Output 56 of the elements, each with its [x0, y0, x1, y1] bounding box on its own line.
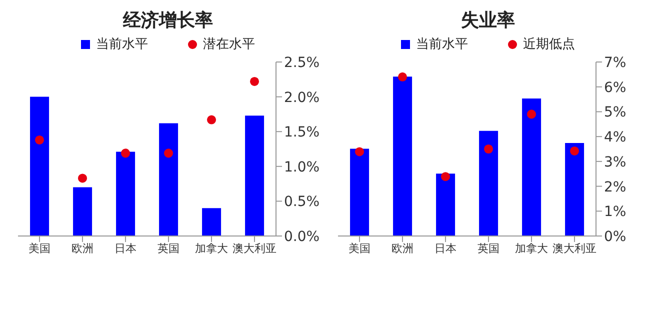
y-tick-label: 1.0%	[284, 159, 320, 176]
x-tick-label: 英国	[478, 242, 500, 255]
bar	[522, 98, 542, 236]
legend-label: 当前水平	[95, 36, 148, 53]
point	[164, 148, 174, 158]
x-tick-label: 欧洲	[392, 242, 414, 255]
y-tick-label: 0.5%	[284, 194, 320, 210]
point	[440, 172, 450, 182]
y-tick-label: 0%	[604, 228, 626, 245]
legend-label: 当前水平	[415, 36, 468, 53]
legend-label: 近期低点	[522, 36, 575, 53]
bar	[350, 148, 370, 236]
x-tick-label: 加拿大	[515, 242, 548, 255]
x-tick-label: 日本	[434, 242, 456, 255]
bar	[202, 208, 222, 236]
bar	[116, 152, 136, 236]
y-tick-label: 1.5%	[284, 124, 320, 141]
y-tick-label: 6%	[604, 80, 626, 96]
bar	[565, 143, 584, 236]
point	[206, 115, 216, 124]
point	[354, 147, 364, 156]
x-tick-label: 加拿大	[195, 242, 228, 255]
x-tick-label: 美国	[348, 242, 370, 255]
point	[526, 110, 536, 119]
bar	[245, 116, 264, 236]
y-tick-label: 0.0%	[284, 228, 320, 245]
x-tick-label: 澳大利亚	[232, 242, 276, 255]
point	[570, 146, 580, 156]
bar	[73, 187, 92, 236]
y-tick-label: 4%	[604, 130, 626, 146]
y-tick-label: 1%	[604, 204, 626, 220]
chart-title: 失业率	[460, 9, 516, 33]
x-tick-label: 欧洲	[72, 242, 94, 255]
y-tick-label: 5%	[604, 104, 626, 121]
x-tick-label: 澳大利亚	[552, 242, 596, 255]
bar	[159, 123, 178, 236]
point	[250, 76, 260, 86]
bar	[436, 174, 456, 236]
bar	[393, 76, 412, 236]
point	[34, 135, 44, 144]
point	[484, 144, 494, 154]
y-tick-label: 7%	[604, 54, 626, 71]
bar	[479, 130, 498, 236]
chart-title: 经济增长率	[122, 9, 214, 33]
legend-label: 潜在水平	[202, 36, 255, 53]
y-tick-label: 2.0%	[284, 90, 320, 106]
x-tick-label: 美国	[28, 242, 50, 255]
y-tick-label: 2%	[604, 179, 626, 196]
point	[120, 148, 130, 158]
x-tick-label: 日本	[114, 242, 136, 255]
bar	[30, 96, 50, 236]
point	[398, 72, 408, 82]
point	[78, 174, 88, 183]
y-tick-label: 2.5%	[284, 54, 320, 71]
y-tick-label: 3%	[604, 154, 626, 170]
x-tick-label: 英国	[158, 242, 180, 255]
